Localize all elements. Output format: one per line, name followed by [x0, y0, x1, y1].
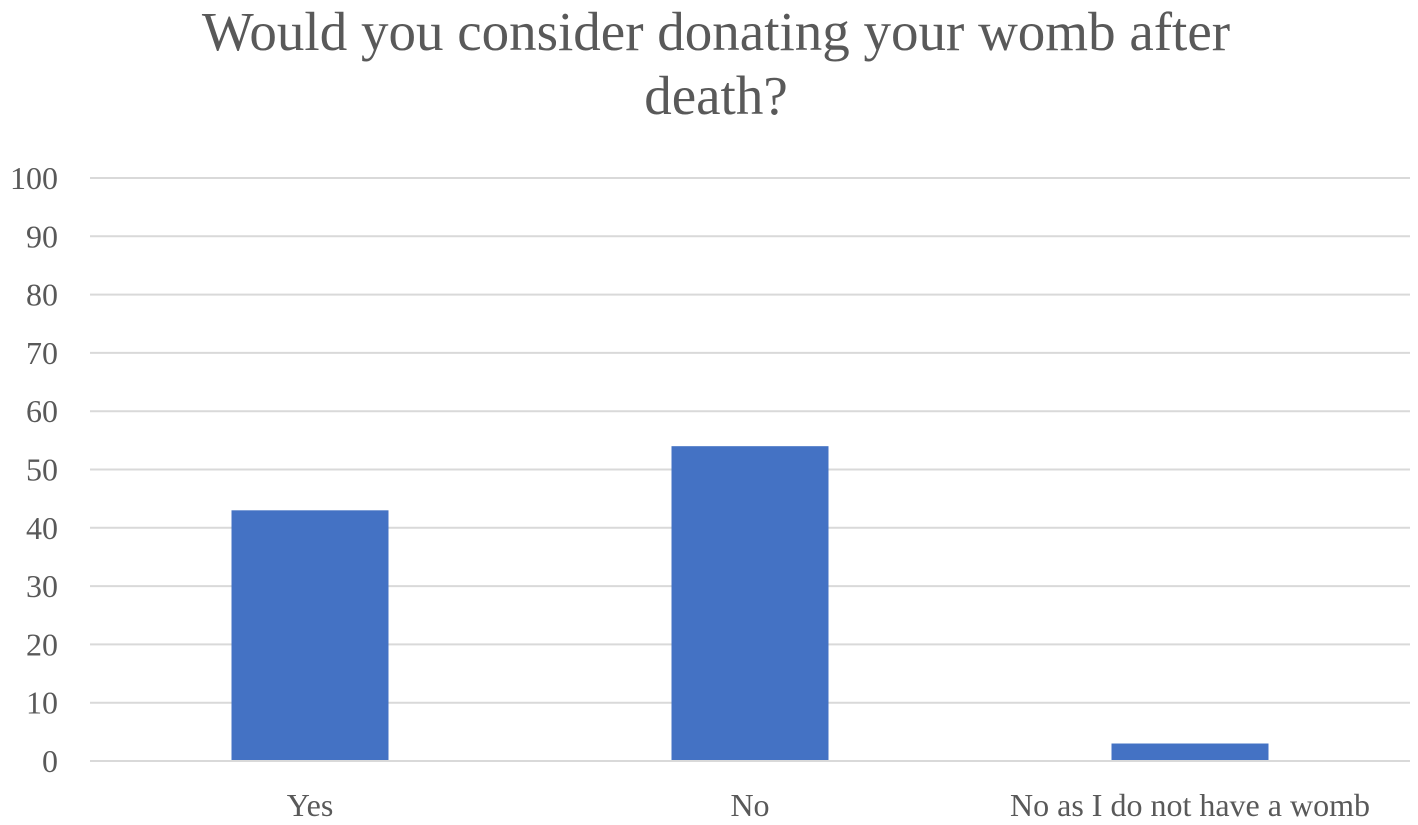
- y-tick-label: 30: [26, 568, 58, 604]
- bars: [231, 446, 1269, 761]
- y-tick-label: 10: [26, 685, 58, 721]
- bar-yes: [231, 510, 389, 761]
- bar-no-as-i-do-not-have-a-womb: [1111, 743, 1269, 761]
- y-tick-label: 90: [26, 218, 58, 254]
- x-tick-label: No: [730, 787, 769, 823]
- y-tick-label: 80: [26, 277, 58, 313]
- x-tick-label: Yes: [287, 787, 334, 823]
- y-axis-tick-labels: 0 10 20 30 40 50 60 70 80 90 100: [10, 160, 58, 779]
- x-tick-label: No as I do not have a womb: [1010, 787, 1370, 823]
- y-tick-label: 60: [26, 393, 58, 429]
- chart-title-line-2: death?: [644, 65, 788, 126]
- chart-title-line-1: Would you consider donating your womb af…: [202, 1, 1230, 62]
- y-tick-label: 50: [26, 452, 58, 488]
- bar-no: [671, 446, 829, 761]
- y-tick-label: 20: [26, 626, 58, 662]
- y-tick-label: 0: [42, 743, 58, 779]
- y-tick-label: 40: [26, 510, 58, 546]
- x-axis-tick-labels: Yes No No as I do not have a womb: [287, 787, 1370, 823]
- y-tick-label: 100: [10, 160, 58, 196]
- y-tick-label: 70: [26, 335, 58, 371]
